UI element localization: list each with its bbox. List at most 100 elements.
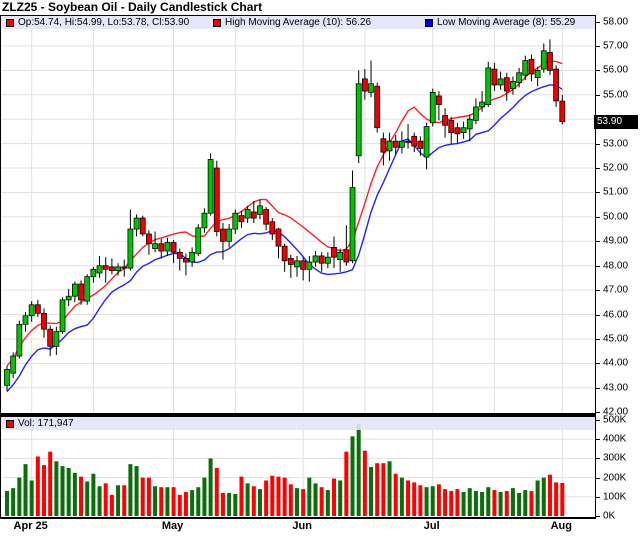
volume-bar bbox=[202, 477, 207, 516]
volume-bar bbox=[165, 487, 170, 516]
volume-bar bbox=[35, 456, 40, 516]
price-label: 55.00 bbox=[603, 89, 629, 101]
volume-bar bbox=[42, 465, 47, 516]
candle-body bbox=[417, 140, 424, 149]
volume-bar bbox=[350, 436, 355, 516]
volume-bar bbox=[48, 451, 53, 516]
volume-bar bbox=[72, 472, 77, 516]
candle-body bbox=[16, 323, 23, 357]
candle-body bbox=[115, 266, 121, 271]
volume-bar bbox=[436, 484, 441, 516]
chart-title: ZLZ25 - Soybean Oil - Daily Candlestick … bbox=[2, 0, 263, 14]
candle-body bbox=[510, 80, 516, 90]
candle-body bbox=[337, 251, 344, 260]
volume-bar bbox=[529, 491, 534, 516]
candle-body bbox=[287, 257, 294, 265]
candle-body bbox=[127, 228, 134, 269]
candle-body bbox=[331, 247, 337, 258]
candle-body bbox=[399, 140, 405, 148]
volume-legend-label: Vol: 171,947 bbox=[18, 418, 74, 429]
volume-bar bbox=[23, 464, 28, 516]
price-tick bbox=[596, 290, 600, 291]
candle-body bbox=[176, 251, 183, 259]
candle-body bbox=[294, 260, 300, 268]
volume-bar bbox=[11, 488, 16, 516]
candle-body bbox=[213, 167, 220, 232]
volume-swatch-icon bbox=[6, 419, 14, 428]
candle-body bbox=[411, 135, 418, 147]
volume-bar bbox=[443, 489, 448, 516]
volume-bar bbox=[486, 487, 491, 516]
price-tick bbox=[596, 144, 600, 145]
volume-plot[interactable] bbox=[1, 417, 595, 516]
date-axis: Apr 25 May Jun Jul Aug bbox=[0, 519, 596, 536]
price-label: 43.00 bbox=[603, 382, 629, 394]
price-tick bbox=[596, 315, 600, 316]
candle-body bbox=[183, 257, 189, 263]
date-label-jun: Jun bbox=[292, 520, 312, 532]
volume-bar bbox=[85, 481, 90, 516]
price-label: 53.00 bbox=[603, 138, 629, 150]
candle-body bbox=[121, 266, 128, 269]
volume-bar bbox=[5, 491, 9, 516]
candle-body bbox=[318, 255, 325, 264]
candle-body bbox=[10, 355, 17, 374]
candle-body bbox=[454, 127, 461, 135]
last-price-marker: 53.90 bbox=[594, 115, 638, 129]
candle-body bbox=[65, 295, 72, 301]
volume-bar bbox=[492, 490, 497, 516]
volume-bar bbox=[560, 482, 565, 516]
price-tick bbox=[596, 217, 600, 218]
candle-body bbox=[269, 221, 276, 235]
volume-legend-strip: Vol: 171,947 bbox=[1, 417, 595, 430]
candle-body bbox=[250, 211, 257, 219]
volume-bar bbox=[227, 492, 232, 516]
volume-bar bbox=[29, 480, 34, 516]
candle-body bbox=[374, 85, 381, 129]
candle-body bbox=[90, 268, 97, 278]
price-legend-strip: Op:54.74, Hi:54.99, Lo:53.78, Cl:53.90 H… bbox=[1, 16, 595, 29]
candle-body bbox=[423, 126, 430, 158]
volume-bar bbox=[449, 491, 454, 516]
price-label: 49.00 bbox=[603, 235, 629, 247]
volume-bar bbox=[332, 478, 337, 516]
volume-pane[interactable]: Vol: 171,947 bbox=[0, 417, 596, 519]
price-tick bbox=[596, 339, 600, 340]
candle-body bbox=[429, 91, 436, 124]
candle-body bbox=[232, 212, 239, 230]
low-moving-average-line bbox=[6, 84, 563, 392]
volume-bar bbox=[282, 477, 287, 516]
price-tick bbox=[596, 70, 600, 71]
price-tick bbox=[596, 363, 600, 364]
volume-bar bbox=[103, 483, 108, 516]
volume-bar bbox=[270, 475, 275, 516]
volume-bar bbox=[233, 493, 238, 516]
candle-body bbox=[238, 215, 245, 223]
price-pane[interactable]: Op:54.74, Hi:54.99, Lo:53.78, Cl:53.90 H… bbox=[0, 15, 596, 414]
legend-item-ohlc: Op:54.74, Hi:54.99, Lo:53.78, Cl:53.90 bbox=[6, 16, 189, 29]
ohlc-legend-label: Op:54.74, Hi:54.99, Lo:53.78, Cl:53.90 bbox=[18, 17, 190, 28]
candle-body bbox=[146, 233, 152, 245]
candle-body bbox=[349, 187, 356, 262]
price-label: 51.00 bbox=[603, 186, 629, 198]
candle-body bbox=[300, 260, 307, 270]
candle-body bbox=[201, 212, 208, 229]
volume-bar bbox=[220, 492, 225, 516]
candle-body bbox=[522, 60, 529, 76]
candle-body bbox=[59, 299, 66, 333]
candle-body bbox=[170, 242, 177, 253]
volume-bar bbox=[208, 458, 213, 516]
candle-body bbox=[312, 255, 319, 263]
price-label: 42.00 bbox=[603, 406, 629, 418]
volume-bar bbox=[523, 490, 528, 516]
high-moving-average-line bbox=[6, 60, 563, 367]
candle-body bbox=[324, 256, 331, 264]
price-plot[interactable] bbox=[1, 16, 595, 413]
volume-bar bbox=[406, 480, 411, 516]
candle-body bbox=[263, 209, 270, 225]
price-label: 48.00 bbox=[603, 260, 629, 272]
price-tick bbox=[596, 241, 600, 242]
price-tick bbox=[596, 168, 600, 169]
price-tick bbox=[596, 388, 600, 389]
volume-bar bbox=[473, 491, 478, 516]
